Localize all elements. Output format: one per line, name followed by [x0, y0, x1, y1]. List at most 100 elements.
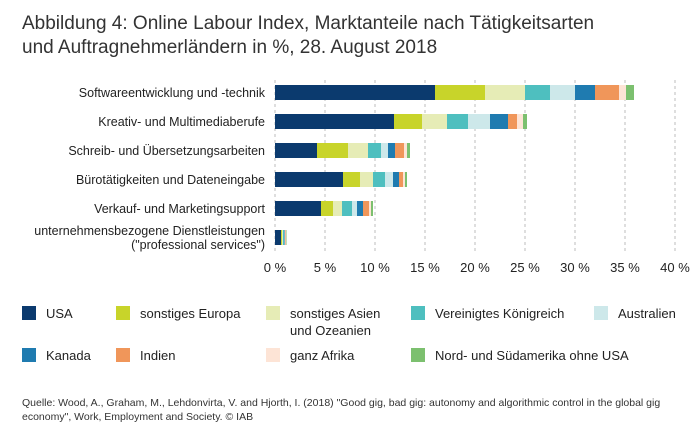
- source-note: Quelle: Wood, A., Graham, M., Lehdonvirt…: [22, 397, 661, 423]
- legend-item: USA: [22, 305, 73, 322]
- bar-segment: [403, 172, 405, 187]
- bar-segment: [363, 201, 369, 216]
- legend-swatch: [116, 306, 130, 320]
- chart-title-line: und Auftragnehmerländern in %, 28. Augus…: [22, 37, 438, 58]
- legend-item: Kanada: [22, 347, 91, 364]
- legend-label: USA: [46, 306, 73, 321]
- bar-segment: [371, 201, 373, 216]
- x-tick-label: 30 %: [560, 260, 590, 275]
- legend-item: ganz Afrika: [266, 347, 354, 364]
- x-tick-label: 25 %: [510, 260, 540, 275]
- category-labels: Softwareentwicklung und -technik Kreativ-…: [34, 86, 265, 252]
- category-label: Bürotätigkeiten und Dateneingabe: [76, 173, 265, 187]
- x-tick-label: 20 %: [460, 260, 490, 275]
- legend-swatch: [594, 306, 608, 320]
- bar-segment: [321, 201, 333, 216]
- legend-item: sonstiges Europa: [116, 305, 240, 322]
- bar-segment: [394, 114, 422, 129]
- bar-segment: [447, 114, 468, 129]
- bar-segment: [490, 114, 508, 129]
- legend-label: ganz Afrika: [290, 348, 355, 363]
- legend-label: Kanada: [46, 348, 91, 363]
- bar-segment: [523, 114, 527, 129]
- legend-item: sonstiges Asien und Ozeanien: [266, 305, 380, 339]
- bar-segment: [275, 85, 435, 100]
- bar-segment: [435, 85, 485, 100]
- bar-segment: [333, 201, 342, 216]
- legend-label: Australien: [618, 306, 676, 321]
- legend-swatch: [266, 348, 280, 362]
- bar-segment: [395, 143, 404, 158]
- legend-swatch: [116, 348, 130, 362]
- bar-segment: [357, 201, 363, 216]
- legend-label: Nord- und Südamerika ohne USA: [435, 348, 629, 363]
- legend-swatch: [266, 306, 280, 320]
- legend-label: sonstiges Europa: [140, 306, 241, 321]
- x-tick-label: 35 %: [610, 260, 640, 275]
- legend-item: Vereinigtes Königreich: [411, 305, 564, 322]
- x-tick-label: 10 %: [360, 260, 390, 275]
- stacked-bar-chart: Softwareentwicklung und -technik Kreativ-…: [34, 80, 690, 275]
- legend-label: Vereinigtes Königreich: [435, 306, 565, 321]
- bar-segment: [405, 172, 407, 187]
- x-tick-label: 5 %: [314, 260, 337, 275]
- bar-segment: [517, 114, 523, 129]
- bar-segment: [508, 114, 517, 129]
- bar-segment: [468, 114, 490, 129]
- bars: [275, 85, 634, 245]
- category-label: Kreativ- und Multimediaberufe: [98, 115, 265, 129]
- bar-segment: [281, 230, 282, 245]
- bar-segment: [404, 143, 407, 158]
- bar-segment: [422, 114, 447, 129]
- chart-title: Abbildung 4: Online Labour Index, Markta…: [22, 12, 682, 60]
- bar-segment: [275, 172, 343, 187]
- bar-segment: [282, 230, 283, 245]
- bar-segment: [275, 230, 281, 245]
- bar-segment: [284, 230, 285, 245]
- bar-segment: [283, 230, 284, 245]
- category-label: unternehmensbezogene Dienstleistungen: [34, 224, 265, 238]
- legend-item: Indien: [116, 347, 175, 364]
- x-tick-labels: 0 % 5 % 10 % 15 % 20 % 25 % 30 % 35 % 40 %: [264, 260, 690, 275]
- bar-segment: [485, 85, 525, 100]
- category-label: Verkauf- und Marketingsupport: [94, 202, 265, 216]
- bar-segment: [619, 85, 626, 100]
- bar-segment: [626, 85, 634, 100]
- bar-segment: [407, 143, 410, 158]
- bar-segment: [360, 172, 373, 187]
- bar-segment: [381, 143, 388, 158]
- bar-segment: [284, 230, 285, 245]
- gridlines: [274, 80, 676, 252]
- x-tick-label: 0 %: [264, 260, 287, 275]
- legend-swatch: [411, 348, 425, 362]
- bar-segment: [388, 143, 395, 158]
- category-label: Softwareentwicklung und -technik: [79, 86, 266, 100]
- bar-segment: [373, 172, 385, 187]
- bar-segment: [575, 85, 595, 100]
- bar-segment: [595, 85, 619, 100]
- bar-segment: [275, 201, 321, 216]
- bar-segment: [399, 172, 403, 187]
- legend-label: Indien: [140, 348, 176, 363]
- bar-segment: [286, 230, 287, 245]
- bar-segment: [385, 172, 393, 187]
- legend-label: sonstiges Asien und Ozeanien: [290, 306, 381, 338]
- legend-item: Australien: [594, 305, 676, 322]
- bar-segment: [348, 143, 368, 158]
- category-label: ("professional services"): [131, 238, 265, 252]
- x-tick-label: 40 %: [660, 260, 690, 275]
- bar-segment: [275, 143, 317, 158]
- bar-segment: [343, 172, 360, 187]
- chart-title-line: Abbildung 4: Online Labour Index, Markta…: [22, 13, 595, 34]
- bar-segment: [369, 201, 371, 216]
- x-tick-label: 15 %: [410, 260, 440, 275]
- bar-segment: [285, 230, 286, 245]
- category-label: Schreib- und Übersetzungsarbeiten: [68, 144, 265, 158]
- bar-segment: [317, 143, 348, 158]
- bar-segment: [393, 172, 399, 187]
- bar-segment: [525, 85, 550, 100]
- legend-swatch: [22, 306, 36, 320]
- bar-segment: [550, 85, 575, 100]
- legend-item: Nord- und Südamerika ohne USA: [411, 347, 629, 364]
- bar-segment: [352, 201, 357, 216]
